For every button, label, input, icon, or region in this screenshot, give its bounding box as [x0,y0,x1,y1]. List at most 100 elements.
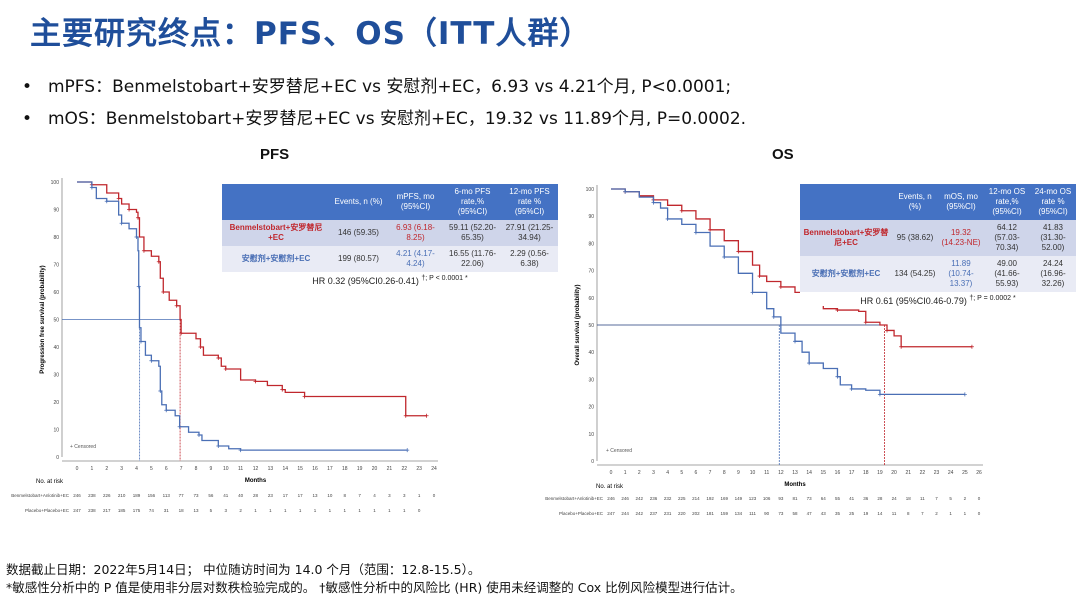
risk-value: 11 [920,496,925,501]
benmelstobart-curve [77,181,427,417]
risk-value: 236 [650,496,658,501]
y-tick-label: 80 [53,235,59,241]
risk-value: 242 [636,511,644,516]
risk-value: 149 [735,496,743,501]
y-tick-label: 90 [588,214,594,220]
x-tick-label: 11 [764,470,769,476]
pfs-chart-title: PFS [260,146,290,163]
legend-censored: + Censored [606,448,632,454]
censor-mark [877,392,882,397]
censor-mark [127,207,132,212]
x-tick-label: 2 [638,470,641,476]
table-cell: 2.29 (0.56-6.38) [501,246,558,272]
table-cell: 27.91 (21.25-34.94) [501,220,558,246]
x-tick-label: 13 [268,466,274,472]
y-tick-label: 30 [53,373,59,379]
table-cell: 49.00 (41.66-55.93) [984,256,1030,292]
censor-mark [403,413,408,418]
risk-value: 73 [193,493,199,498]
censor-mark [164,408,169,413]
censor-mark [280,387,285,392]
censor-mark [885,328,889,333]
risk-value: 13 [193,508,199,513]
y-tick-label: 20 [53,400,59,406]
censor-mark [835,374,840,379]
x-tick-label: 19 [357,466,363,472]
x-tick-label: 15 [297,466,303,472]
risk-value: 242 [636,496,644,501]
risk-value: 111 [749,511,756,516]
risk-value: 93 [778,496,784,501]
table-header: 12-mo OS rate,% (95%CI) [984,184,1030,220]
risk-value: 8 [343,493,346,498]
x-axis-label: Months [245,478,267,484]
censor-mark [198,345,203,349]
censor-mark [238,448,243,453]
risk-value: 0 [978,496,981,501]
y-tick-label: 0 [56,455,59,461]
x-tick-label: 18 [863,470,869,476]
risk-value: 0 [418,508,421,513]
p-value: †; P < 0.0001 * [421,275,468,282]
x-tick-label: 0 [610,470,613,476]
risk-value: 246 [621,496,629,501]
risk-value: 35 [835,511,841,516]
x-tick-label: 20 [891,470,897,476]
risk-value: 3 [388,493,391,498]
table-cell: 199 (80.57) [330,246,387,272]
y-tick-label: 60 [53,290,59,296]
risk-value: 214 [692,496,700,501]
risk-value: 5 [210,508,213,513]
table-header: 12-mo PFS rate % (95%CI) [501,184,558,220]
risk-value: 0 [433,493,436,498]
footnote-2: *敏感性分析中的 P 值是使用非分层对数秩检验完成的。 †敏感性分析中的风险比 … [6,580,743,595]
censor-mark [216,356,221,360]
risk-value: 19 [863,511,869,516]
risk-value: 1 [269,508,272,513]
table-cell: 24.24 (16.96-32.26) [1030,256,1076,292]
risk-value: 210 [118,493,126,498]
y-tick-label: 100 [51,180,60,186]
censor-mark [722,255,727,259]
arm-name: 安慰剂+安慰剂+EC [800,256,892,292]
x-tick-label: 11 [238,466,243,472]
bullet-dot: • [22,109,33,129]
x-tick-label: 9 [209,466,212,472]
censor-mark [104,199,109,204]
risk-value: 1 [388,508,391,513]
x-tick-label: 0 [76,466,79,472]
risk-value: 1 [284,508,287,513]
risk-value: 23 [268,493,274,498]
risk-value: 238 [88,493,96,498]
y-axis-label: Progression free survival (probability) [40,265,46,373]
risk-value: 17 [283,493,289,498]
table-header: Events, n (%) [330,184,387,220]
table-cell: 19.32 (14.23-NE) [938,220,984,256]
risk-value: 1 [403,508,406,513]
slide-title: 主要研究终点：PFS、OS（ITT人群） [30,16,592,52]
table-header: 24-mo OS rate % (95%CI) [1030,184,1076,220]
risk-value: 3 [403,493,406,498]
risk-value: 43 [821,511,827,516]
y-axis-label: Overall survival (probability) [575,284,581,365]
x-tick-label: 10 [223,466,229,472]
censor-mark [174,303,179,308]
risk-value: 226 [103,493,111,498]
risk-value: 11 [892,511,897,516]
x-tick-label: 3 [652,470,655,476]
table-cell: 16.55 (11.76-22.06) [444,246,501,272]
x-tick-label: 4 [666,470,669,476]
risk-value: 113 [163,493,171,498]
y-tick-label: 0 [591,459,594,465]
x-tick-label: 14 [282,466,288,472]
censor-mark [136,284,141,289]
censor-mark [141,248,146,253]
y-tick-label: 10 [53,428,59,434]
censor-mark [969,344,974,349]
x-tick-label: 20 [372,466,378,472]
risk-value: 1 [314,508,317,513]
censor-mark [623,189,628,194]
censor-mark [750,290,755,295]
x-tick-label: 7 [180,466,183,472]
pfs-summary-table: Events, n (%) mPFS, mo (95%CI) 6-mo PFS ra… [222,184,558,272]
